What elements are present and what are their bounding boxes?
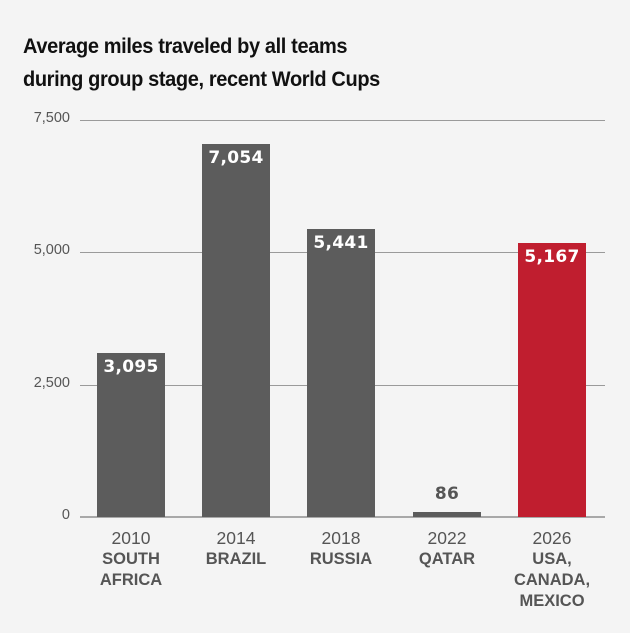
x-label-year: 2026: [532, 528, 572, 548]
bar-2022: 86: [413, 484, 481, 517]
bar-2018: 5,441: [307, 228, 375, 517]
bar-2014: 7,054: [202, 143, 270, 517]
x-label-host: QATAR: [418, 550, 476, 568]
chart-title: Average miles traveled by all teams duri…: [23, 30, 380, 96]
y-tick-label: 5,000: [33, 242, 70, 259]
x-label-year: 2010: [111, 528, 151, 548]
x-category-label: 2018 RUSSIA: [286, 527, 396, 570]
x-label-year: 2018: [321, 528, 361, 548]
bar-2010: 3,095: [97, 353, 165, 517]
x-label-host: RUSSIA: [309, 550, 373, 568]
x-label-host: USA, CANADA, MEXICO: [513, 550, 591, 610]
x-label-host: SOUTH AFRICA: [99, 550, 163, 589]
chart-title-line-1: Average miles traveled by all teams: [23, 34, 348, 58]
bar-value-label: 86: [434, 484, 460, 505]
gridline: [80, 120, 605, 121]
y-tick-label: 7,500: [33, 110, 70, 126]
bar-2026: 5,167: [518, 243, 586, 517]
x-label-year: 2022: [427, 528, 467, 548]
x-category-label: 2014 BRAZIL: [181, 527, 291, 570]
bar-value-label: 5,167: [524, 247, 580, 268]
bar-value-label: 5,441: [313, 232, 369, 253]
y-tick-label: 2,500: [33, 374, 70, 391]
x-category-label: 2010 SOUTH AFRICA: [76, 527, 186, 591]
chart-title-line-2: during group stage, recent World Cups: [23, 67, 380, 91]
x-category-label: 2026 USA, CANADA, MEXICO: [497, 527, 607, 612]
y-tick-label: 0: [61, 507, 70, 523]
x-category-label: 2022 QATAR: [392, 527, 502, 570]
x-label-year: 2014: [216, 528, 256, 548]
bar-value-label: 7,054: [208, 147, 264, 168]
bar-value-label: 3,095: [103, 357, 159, 378]
x-axis-baseline: [80, 516, 605, 518]
x-label-host: BRAZIL: [205, 550, 267, 568]
